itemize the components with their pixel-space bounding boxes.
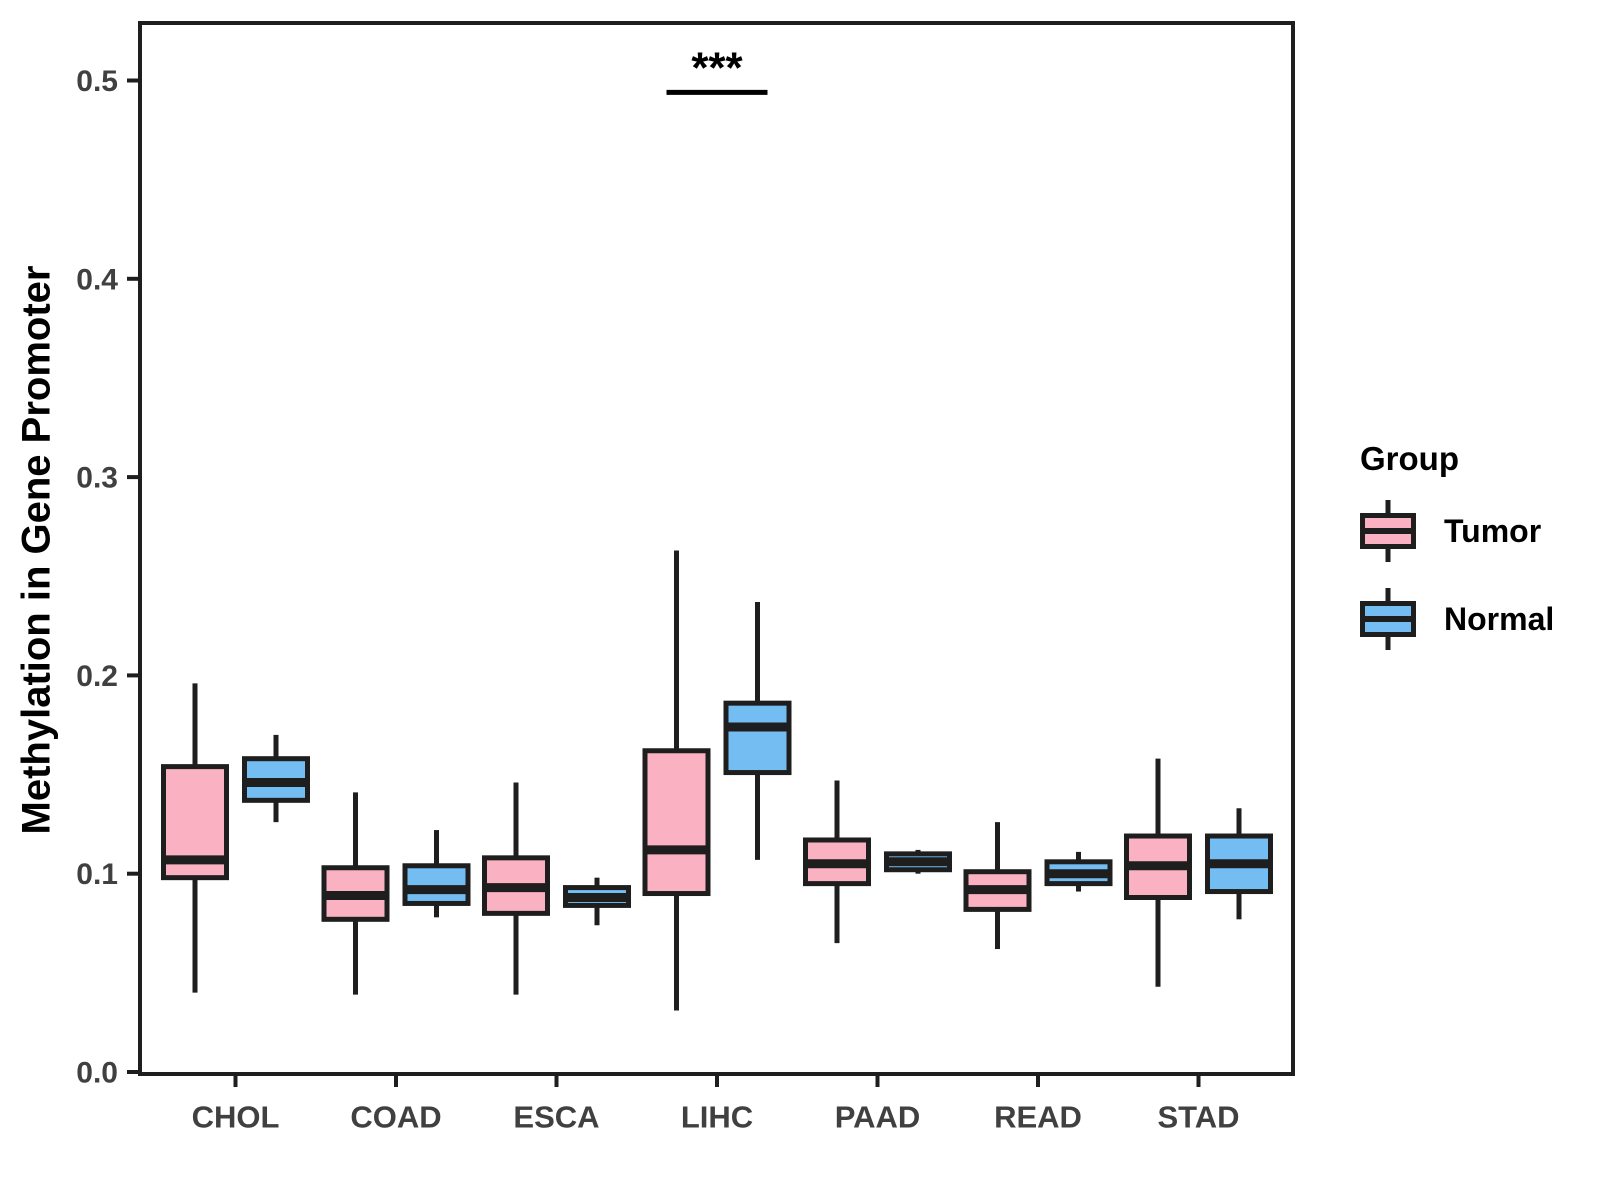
box-LIHC-tumor (642, 748, 711, 897)
key-median-line (1360, 616, 1416, 622)
y-axis-title: Methylation in Gene Promoter (14, 265, 59, 835)
boxplot-key-icon (1360, 500, 1416, 562)
x-tick-label: READ (994, 1099, 1082, 1134)
legend-label-normal: Normal (1444, 600, 1555, 637)
panel-border (138, 21, 1295, 1076)
x-tick-label: LIHC (681, 1099, 753, 1134)
box-COAD-normal (402, 863, 471, 906)
y-tick-label: 0.3 (76, 462, 118, 495)
y-tick-label: 0.1 (76, 858, 118, 891)
y-tick-label: 0.5 (76, 65, 118, 98)
key-box-tumor (1360, 513, 1416, 549)
y-tick-label: 0.0 (76, 1057, 118, 1090)
x-tick-label: CHOL (192, 1099, 280, 1134)
key-median-line (1360, 528, 1416, 534)
x-tick-label: COAD (350, 1099, 441, 1134)
y-tick-label: 0.2 (76, 660, 118, 693)
boxplot-key-icon (1360, 588, 1416, 650)
x-tick-label: ESCA (513, 1099, 599, 1134)
legend-row-normal: Normal (1360, 588, 1554, 650)
x-tick-label: STAD (1157, 1099, 1239, 1134)
box-LIHC-normal (723, 700, 792, 776)
legend-title: Group (1360, 440, 1459, 477)
legend-row-tumor: Tumor (1360, 500, 1554, 562)
legend-label-tumor: Tumor (1444, 512, 1542, 549)
significance-stars: *** (691, 43, 743, 92)
y-tick-label: 0.4 (76, 263, 118, 296)
x-tick-label: PAAD (835, 1099, 921, 1134)
key-box-normal (1360, 601, 1416, 637)
legend: Group Tumor Normal (1360, 440, 1554, 676)
